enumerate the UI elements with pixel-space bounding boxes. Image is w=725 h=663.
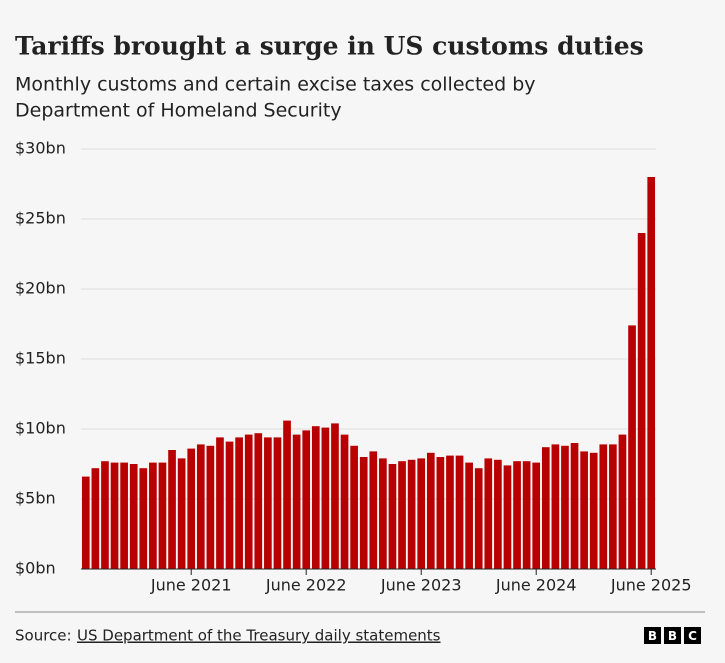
- bar: [503, 465, 512, 569]
- bar: [177, 458, 186, 569]
- bar: [168, 450, 176, 569]
- bar: [436, 457, 445, 569]
- bar: [91, 468, 100, 569]
- x-tick-label: June 2023: [380, 576, 462, 595]
- bar: [129, 464, 138, 569]
- bar: [484, 458, 493, 569]
- bar: [541, 447, 550, 569]
- bar: [522, 461, 531, 569]
- bar: [388, 464, 397, 569]
- bar: [628, 325, 636, 569]
- bar: [570, 443, 579, 569]
- bar: [149, 462, 157, 569]
- bar: [417, 458, 426, 569]
- bar: [446, 455, 454, 569]
- x-tick-label: June 2024: [495, 576, 577, 595]
- logo-letter: C: [688, 629, 697, 643]
- chart-title: Tariffs brought a surge in US customs du…: [15, 32, 644, 61]
- bar: [455, 455, 464, 569]
- source-label: Source:: [15, 627, 72, 645]
- y-tick-label: $20bn: [15, 279, 66, 298]
- bar: [283, 420, 291, 569]
- logo-letter: B: [668, 629, 677, 643]
- bar: [110, 462, 119, 569]
- bar: [216, 437, 224, 569]
- chart-subtitle: Department of Homeland Security: [15, 100, 342, 122]
- bar: [235, 437, 243, 569]
- bar: [225, 441, 234, 569]
- bar: [359, 457, 368, 569]
- bar: [196, 444, 205, 569]
- bar: [474, 468, 483, 569]
- bar: [331, 423, 339, 569]
- bar: [637, 233, 646, 569]
- x-tick-label: June 2021: [150, 576, 232, 595]
- bar: [465, 462, 473, 569]
- bar: [81, 476, 90, 569]
- bar: [120, 462, 128, 569]
- bar: [311, 426, 320, 569]
- bar: [254, 433, 263, 569]
- bar: [292, 434, 301, 569]
- bar: [321, 427, 330, 569]
- y-tick-label: $25bn: [15, 209, 66, 228]
- logo-box: [684, 627, 701, 644]
- chart-subtitle: Monthly customs and certain excise taxes…: [15, 74, 536, 96]
- bar: [379, 458, 387, 569]
- x-tick-label: June 2025: [610, 576, 692, 595]
- y-tick-label: $0bn: [15, 559, 56, 578]
- bar: [350, 445, 358, 569]
- bar: [618, 434, 627, 569]
- bar: [494, 459, 502, 569]
- bar: [426, 452, 435, 569]
- bar: [407, 459, 416, 569]
- bar: [244, 434, 253, 569]
- y-tick-label: $15bn: [15, 349, 66, 368]
- bar: [340, 434, 349, 569]
- bar: [187, 448, 196, 569]
- bar: [398, 461, 406, 569]
- bar: [264, 437, 272, 569]
- bar: [551, 444, 560, 569]
- y-tick-label: $10bn: [15, 419, 66, 438]
- x-tick-label: June 2022: [265, 576, 347, 595]
- logo-box: [664, 627, 681, 644]
- bar: [609, 444, 617, 569]
- bar: [589, 452, 598, 569]
- bar: [599, 444, 608, 569]
- bar: [206, 445, 215, 569]
- bar: [139, 468, 148, 569]
- bar: [158, 462, 167, 569]
- bar: [580, 451, 588, 569]
- y-tick-label: $30bn: [15, 139, 66, 158]
- bar: [513, 461, 521, 569]
- bar: [302, 430, 311, 569]
- bar: [369, 451, 378, 569]
- bar: [273, 437, 282, 569]
- source-link[interactable]: US Department of the Treasury daily stat…: [77, 627, 441, 645]
- y-tick-label: $5bn: [15, 489, 56, 508]
- logo-letter: B: [648, 629, 657, 643]
- bar: [561, 445, 569, 569]
- bar: [101, 461, 109, 569]
- bar: [647, 177, 656, 569]
- logo-box: [644, 627, 661, 644]
- bar: [532, 462, 541, 569]
